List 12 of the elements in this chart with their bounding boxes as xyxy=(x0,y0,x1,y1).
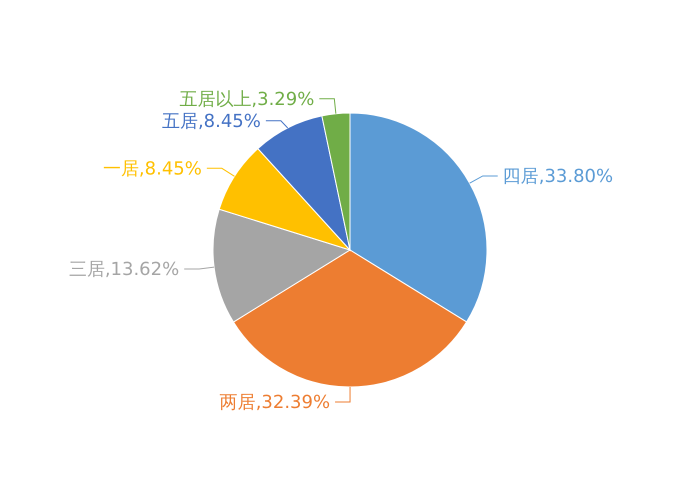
data-label: ,33.80% xyxy=(538,166,614,187)
data-label: ,32.39% xyxy=(256,392,330,413)
slice-label: 三居 xyxy=(68,259,105,280)
data-label: ,8.45% xyxy=(198,110,261,132)
data-label: ,8.45% xyxy=(138,158,202,180)
slice-label: 两居 xyxy=(220,392,256,413)
slice-label: 五居以上 xyxy=(179,88,252,110)
slice-label: 五居 xyxy=(162,110,198,132)
data-label: ,13.62% xyxy=(104,259,180,280)
slice-label: 四居 xyxy=(502,166,539,187)
slice-label: 一居 xyxy=(102,158,139,180)
data-label: ,3.29% xyxy=(251,88,314,110)
